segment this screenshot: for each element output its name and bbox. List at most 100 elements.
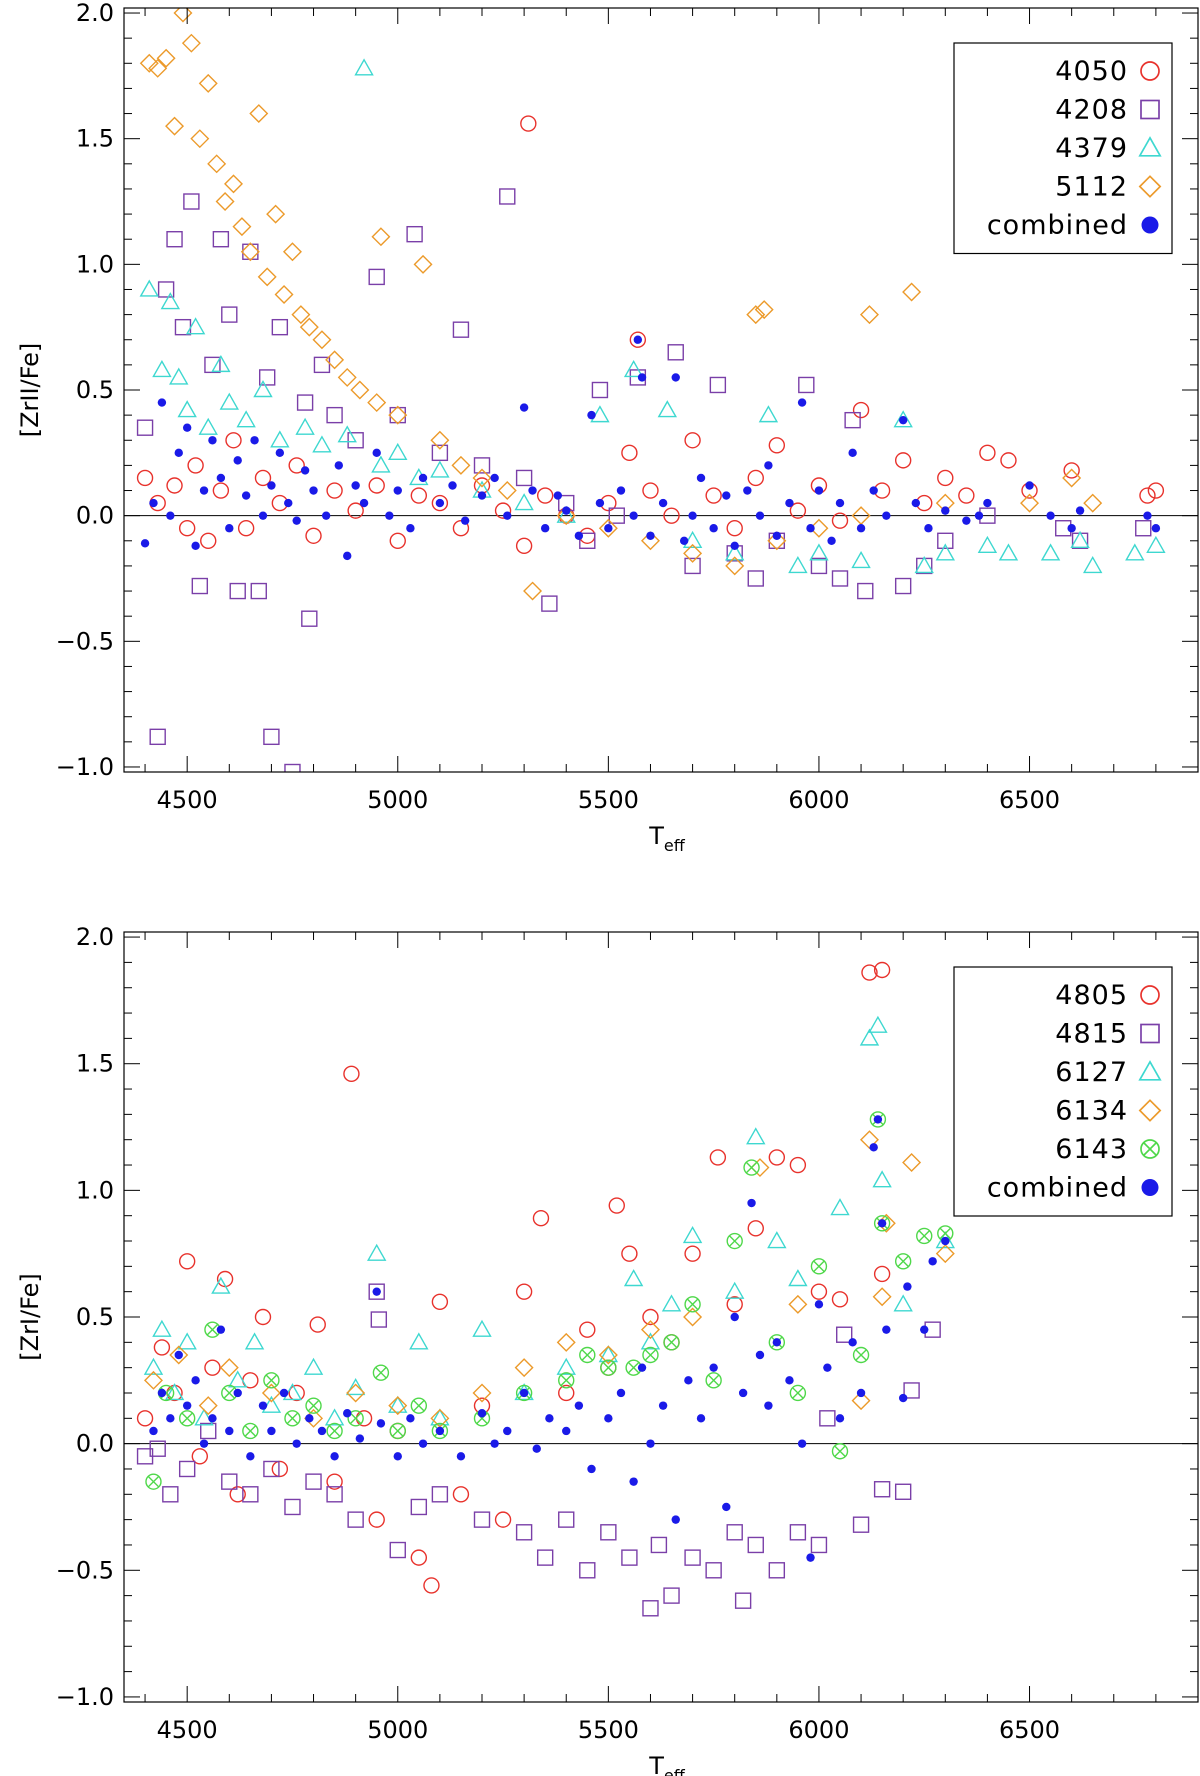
legend-marker [1140,985,1160,1005]
data-point [515,537,533,555]
data-point [145,1473,162,1490]
data-point [237,520,255,537]
data-point [295,417,315,435]
series-4805 [136,961,996,1594]
data-point [173,8,193,23]
data-point [696,473,706,483]
x-tick-label: 4500 [157,1716,218,1744]
data-point [663,1587,680,1604]
data-point [814,486,824,495]
data-point [431,1486,449,1503]
data-point [629,331,647,348]
legend-marker [1140,1023,1160,1044]
data-point [200,532,217,549]
series-6127 [143,1015,955,1426]
data-point [851,1391,871,1411]
data-point [372,448,381,458]
data-point [754,300,774,320]
data-point [661,1294,682,1312]
y-tick-label: 1.5 [76,1050,114,1078]
data-point [198,73,218,93]
legend-label: 4815 [1055,1019,1128,1050]
data-point [435,498,445,508]
data-point [157,281,175,298]
data-point [166,511,175,520]
data-point [725,556,745,576]
data-point [208,436,217,445]
data-point [835,498,845,508]
data-point [831,512,849,529]
data-point [240,242,260,262]
data-point [160,292,181,310]
data-point [788,1269,808,1287]
data-point [274,285,294,304]
data-point [520,115,537,132]
series-4379 [139,58,1166,574]
data-point [435,1426,445,1436]
data-point [1139,487,1156,504]
data-point [809,543,829,561]
data-point [185,317,206,335]
data-point [355,1434,365,1443]
data-point [882,1325,891,1334]
data-point [621,1245,638,1262]
data-point [169,367,189,385]
data-point [288,457,305,474]
data-point [136,419,154,436]
data-point [477,1409,487,1418]
data-point [556,506,576,526]
data-point [282,1383,303,1401]
y-tick-label: 2.0 [76,0,114,27]
data-point [224,174,243,194]
data-point [755,1350,765,1360]
data-point [772,1338,782,1347]
legend-label: 6143 [1055,1134,1128,1165]
y-axis-label: [ZrI/Fe] [16,1273,44,1360]
data-point [873,1265,891,1283]
x-tick-label: 6000 [788,1716,849,1744]
data-point [722,1502,731,1512]
data-point [768,1149,786,1166]
data-points [136,8,1166,772]
data-point [291,305,311,325]
data-point [225,524,234,533]
data-point [902,282,922,302]
data-point [640,1332,661,1350]
data-point [604,1414,613,1423]
data-point [452,520,470,537]
data-point [814,1300,824,1309]
data-point [174,1350,183,1360]
data-point [178,1460,196,1478]
data-point [258,511,268,520]
data-point [810,557,828,575]
data-point [519,1388,529,1398]
data-point [764,1401,773,1410]
data-point [406,524,415,533]
data-point [241,491,251,500]
data-point [271,318,289,336]
data-point [212,231,230,248]
data-point [916,1227,933,1245]
data-point [325,350,345,370]
data-point [574,1401,584,1410]
data-point [372,1364,390,1381]
data-point [242,1422,259,1440]
data-point [372,1287,381,1296]
data-point [587,410,596,420]
data-point [337,367,357,387]
data-point [410,1549,428,1566]
data-point [216,1325,226,1334]
data-point [388,1396,408,1416]
data-point [893,410,913,428]
data-point [452,1486,470,1503]
data-point [430,430,450,450]
data-point [705,1562,722,1579]
data-point [819,1410,836,1427]
data-point [683,1307,703,1327]
data-point [798,376,815,394]
data-point [726,1296,743,1313]
data-point [368,477,385,494]
data-point [164,1383,185,1401]
data-point [831,1443,849,1460]
data-point [772,531,782,540]
